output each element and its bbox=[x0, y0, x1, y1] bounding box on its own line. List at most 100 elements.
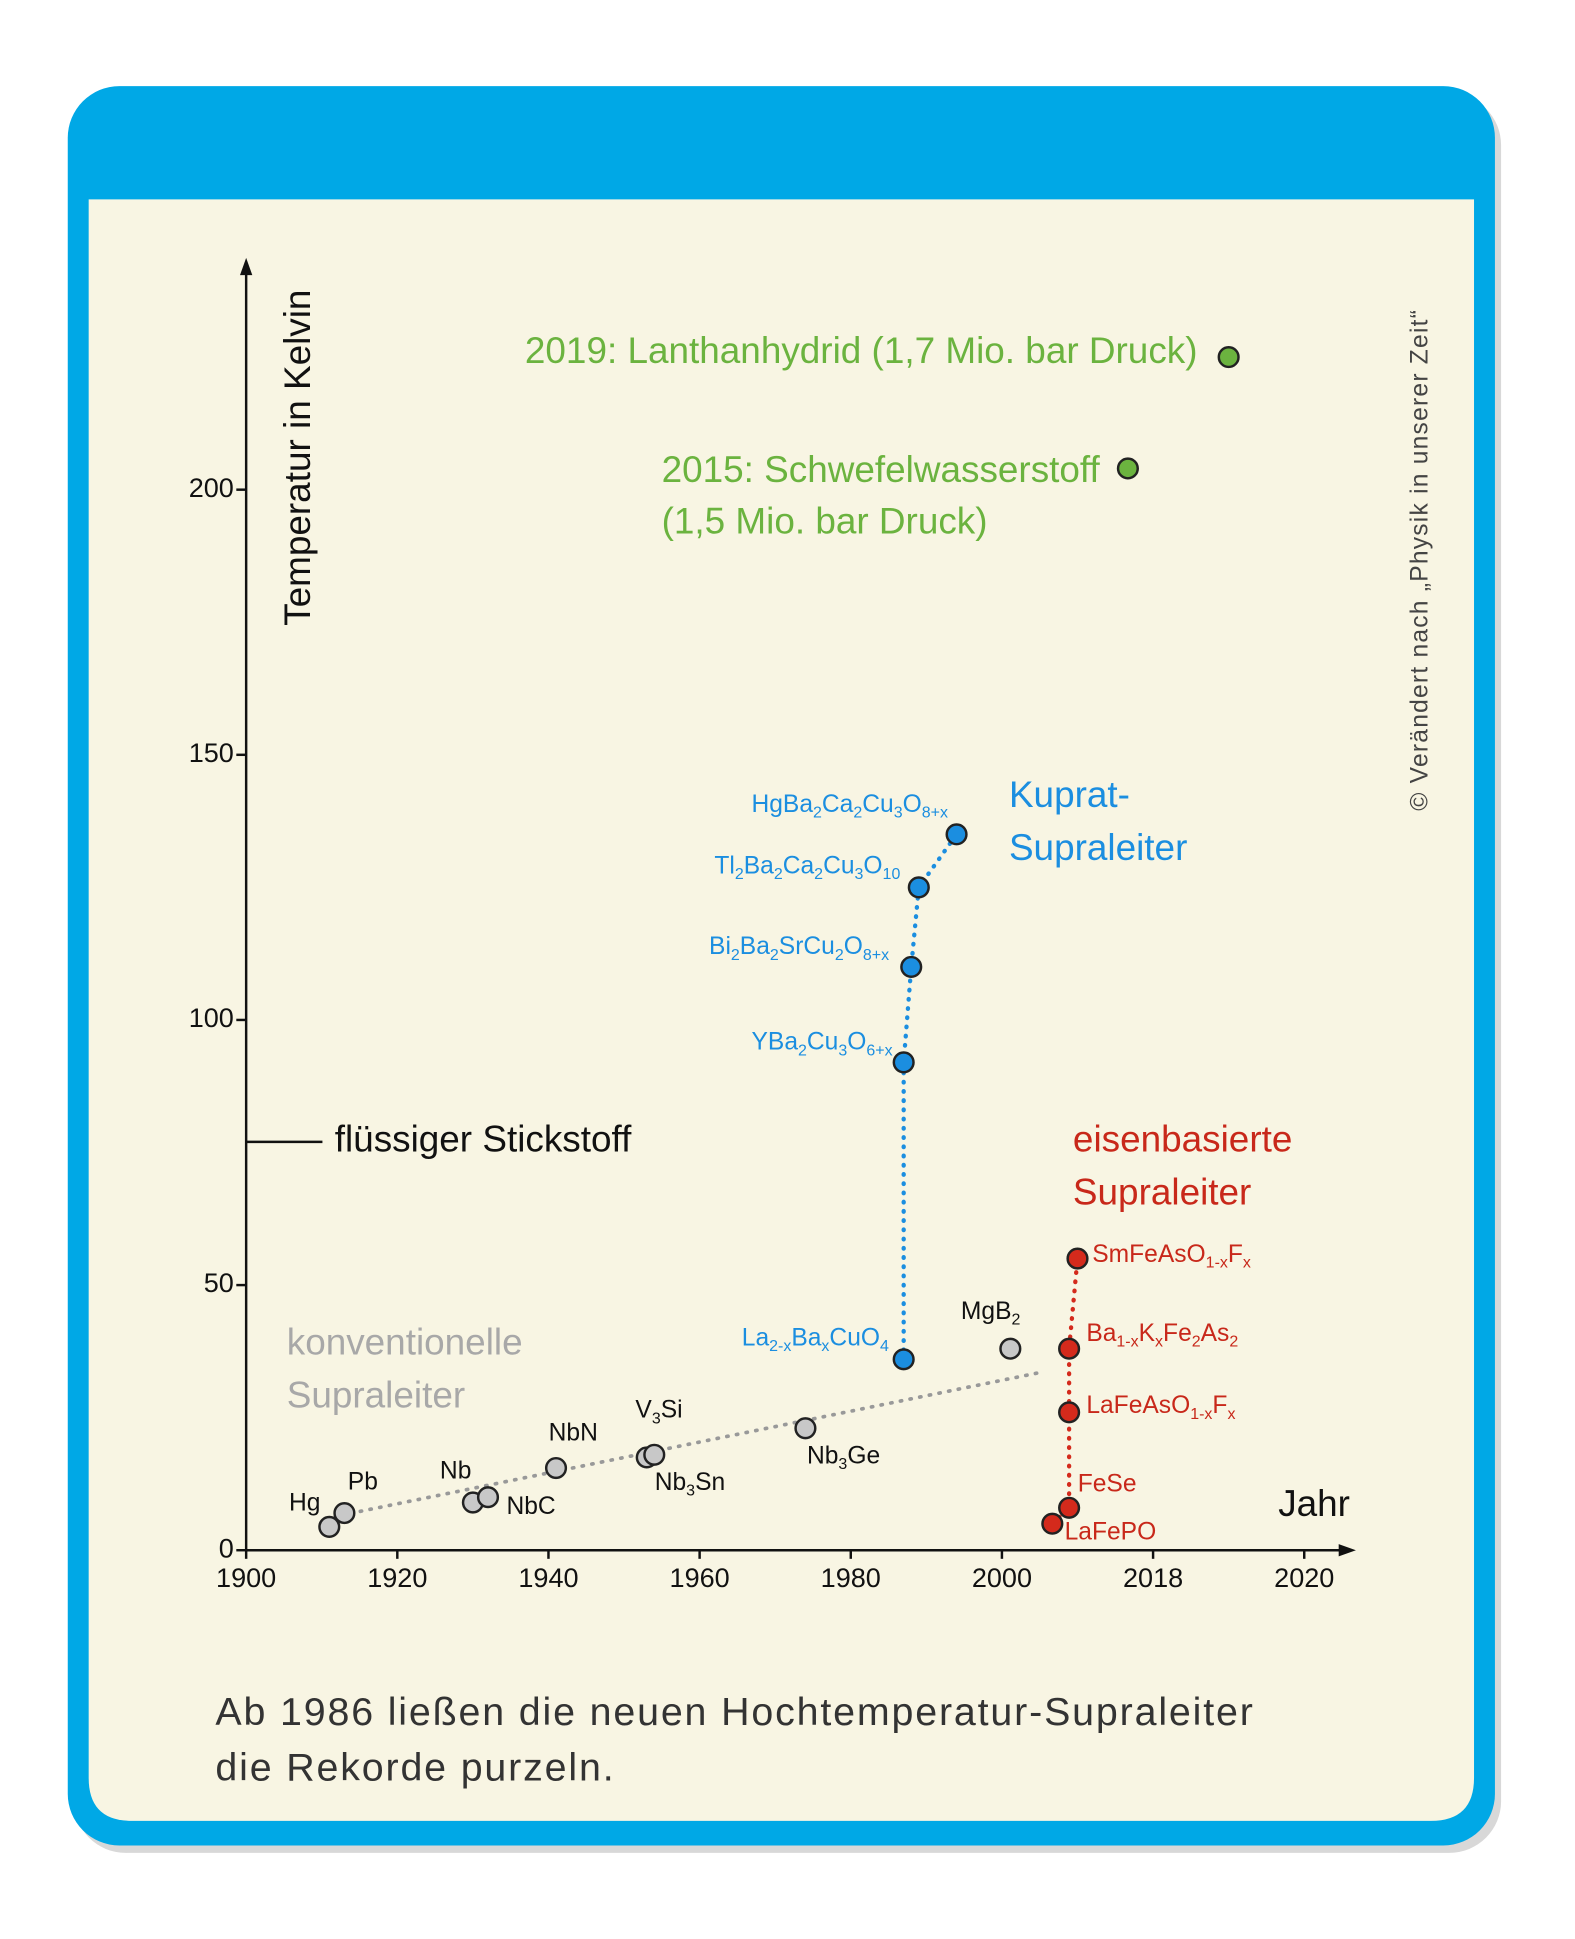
data-point bbox=[1058, 1337, 1081, 1360]
y-axis-title: Temperatur in Kelvin bbox=[277, 290, 318, 626]
y-tick-label: 100 bbox=[189, 1003, 234, 1033]
credit: © Verändert nach „Physik in unserer Zeit… bbox=[1406, 309, 1433, 811]
data-point bbox=[318, 1515, 341, 1538]
label-subscript: 3 bbox=[838, 1043, 847, 1060]
label-part: O bbox=[844, 933, 863, 960]
point-label: MgB2 bbox=[961, 1297, 1021, 1328]
point-label: SmFeAsO1-xFx bbox=[1092, 1240, 1251, 1271]
series-name: eisenbasierte bbox=[1073, 1118, 1292, 1159]
label-part: SmFeAsO bbox=[1092, 1240, 1205, 1267]
data-point bbox=[476, 1486, 500, 1509]
point-label: Tl2Ba2Ca2Cu3O10 bbox=[714, 852, 900, 883]
series-name: konventionelle bbox=[287, 1322, 523, 1363]
label-part: Si bbox=[661, 1396, 683, 1423]
point-label: La2-xBaxCuO4 bbox=[742, 1324, 889, 1355]
data-point bbox=[1058, 1401, 1081, 1424]
label-subscript: 2 bbox=[774, 866, 783, 883]
label-part: LaFePO bbox=[1065, 1518, 1157, 1545]
label-part: MgB bbox=[961, 1297, 1012, 1324]
label-part: La bbox=[742, 1324, 770, 1351]
label-subscript: 4 bbox=[880, 1338, 889, 1355]
point-note: (1,5 Mio. bar Druck) bbox=[662, 501, 988, 542]
label-part: Fe bbox=[1163, 1319, 1192, 1346]
label-subscript: 10 bbox=[883, 866, 901, 883]
label-part: O bbox=[847, 1028, 866, 1055]
label-part: Nb bbox=[655, 1469, 686, 1496]
x-tick-label: 2020 bbox=[1274, 1563, 1334, 1593]
label-part: YBa bbox=[752, 1028, 799, 1055]
point-label: Nb bbox=[440, 1457, 471, 1484]
label-part: Ba bbox=[740, 933, 770, 960]
label-subscript: 6+x bbox=[866, 1043, 892, 1060]
point-label: Bi2Ba2SrCu2O8+x bbox=[709, 933, 889, 964]
label-subscript: 1-x bbox=[1206, 1255, 1228, 1272]
label-subscript: 8+x bbox=[863, 947, 889, 964]
label-part: CuO bbox=[829, 1324, 880, 1351]
x-axis-arrow bbox=[1338, 1544, 1356, 1557]
y-tick-label: 150 bbox=[189, 738, 234, 768]
label-part: SrCu bbox=[779, 933, 835, 960]
label-subscript: 1-x bbox=[1116, 1334, 1138, 1351]
label-part: HgBa bbox=[752, 790, 814, 817]
label-part: F bbox=[1228, 1240, 1243, 1267]
data-point bbox=[907, 876, 930, 899]
series-name: Supraleiter bbox=[1073, 1171, 1251, 1212]
label-subscript: 2 bbox=[731, 947, 740, 964]
series-name: Supraleiter bbox=[1009, 827, 1187, 868]
label-part: Cu bbox=[823, 852, 854, 879]
label-subscript: 3 bbox=[686, 1483, 695, 1500]
label-part: Ba bbox=[1086, 1319, 1116, 1346]
data-point bbox=[1041, 1512, 1064, 1535]
label-part: F bbox=[1212, 1392, 1227, 1419]
label-part: Ge bbox=[847, 1442, 880, 1469]
point-label: NbC bbox=[506, 1493, 555, 1520]
label-subscript: 3 bbox=[838, 1456, 847, 1473]
label-subscript: 1-x bbox=[1190, 1406, 1212, 1423]
data-point bbox=[544, 1456, 568, 1480]
point-label: Hg bbox=[289, 1489, 320, 1516]
point-note: 2015: Schwefelwasserstoff bbox=[662, 449, 1101, 490]
data-point bbox=[794, 1417, 817, 1440]
label-subscript: 2 bbox=[835, 947, 844, 964]
x-tick-label: 2000 bbox=[972, 1563, 1032, 1593]
reference-label: flüssiger Stickstoff bbox=[335, 1119, 632, 1160]
y-tick-label: 50 bbox=[204, 1268, 234, 1298]
label-part: Hg bbox=[289, 1489, 320, 1516]
point-label: HgBa2Ca2Cu3O8+x bbox=[752, 790, 948, 821]
series-name: Kuprat- bbox=[1009, 774, 1130, 815]
label-part: Ca bbox=[822, 790, 854, 817]
point-note: 2019: Lanthanhydrid (1,7 Mio. bar Druck) bbox=[525, 330, 1198, 371]
label-part: Bi bbox=[709, 933, 731, 960]
label-part: Nb bbox=[807, 1442, 838, 1469]
x-tick-label: 1920 bbox=[367, 1563, 427, 1593]
x-tick-label: 1980 bbox=[821, 1563, 881, 1593]
point-label: YBa2Cu3O6+x bbox=[752, 1028, 893, 1059]
label-part: Ca bbox=[783, 852, 815, 879]
label-subscript: 3 bbox=[894, 805, 903, 822]
label-part: Ba bbox=[744, 852, 774, 879]
caption-line: Ab 1986 ließen die neuen Hochtemperatur-… bbox=[215, 1690, 1254, 1734]
y-tick-label: 200 bbox=[189, 473, 234, 503]
panel bbox=[88, 199, 1475, 1821]
point-label: FeSe bbox=[1078, 1470, 1137, 1497]
label-subscript: 2 bbox=[798, 1043, 807, 1060]
label-part: Ba bbox=[791, 1324, 821, 1351]
label-part: As bbox=[1201, 1319, 1230, 1346]
label-part: Nb bbox=[440, 1457, 471, 1484]
point-label: LaFePO bbox=[1065, 1518, 1157, 1545]
data-point bbox=[333, 1502, 356, 1525]
label-subscript: x bbox=[1155, 1334, 1163, 1351]
label-part: Tl bbox=[714, 852, 734, 879]
data-point bbox=[1116, 457, 1139, 480]
x-tick-label: 1900 bbox=[216, 1563, 276, 1593]
point-label: NbN bbox=[549, 1419, 598, 1446]
label-part: O bbox=[903, 790, 922, 817]
label-subscript: 2-x bbox=[769, 1338, 791, 1355]
label-part: LaFeAsO bbox=[1086, 1392, 1190, 1419]
label-part: Pb bbox=[348, 1468, 378, 1495]
data-point bbox=[945, 823, 968, 846]
label-part: V bbox=[635, 1396, 652, 1423]
point-label: Nb3Ge bbox=[807, 1442, 880, 1473]
data-point bbox=[900, 955, 923, 978]
x-tick-label: 2018 bbox=[1123, 1563, 1183, 1593]
